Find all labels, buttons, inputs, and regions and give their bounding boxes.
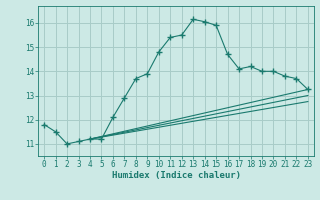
X-axis label: Humidex (Indice chaleur): Humidex (Indice chaleur)	[111, 171, 241, 180]
